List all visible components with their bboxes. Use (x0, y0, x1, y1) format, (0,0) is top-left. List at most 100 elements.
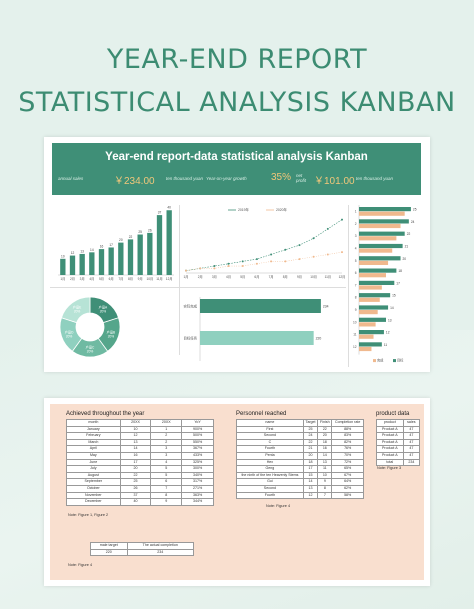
bar-value-label: 14 (390, 306, 394, 310)
x-tick-label: 8月 (128, 277, 133, 281)
bar-value-label: 11 (384, 343, 388, 347)
y-tick-label: 8 (355, 296, 357, 300)
column-header: sales (402, 419, 421, 427)
personnel-hbar-chart: 251242223214205186177158149131012111112完… (353, 205, 417, 363)
table-cell: September (66, 478, 121, 486)
table-row: Hex 18 13 72% (236, 458, 364, 467)
table-cell: 9 (150, 498, 183, 506)
table-cell: 433% (181, 451, 214, 460)
page-title-line2: STATISTICAL ANALYSIS KANBAN (18, 87, 456, 118)
personnel-note: Note: Figure 4 (266, 504, 291, 508)
table-row: the ninth of the ten Heavenly Stems 15 10 6… (236, 471, 364, 480)
table-cell: Product A (376, 438, 404, 447)
table-cell: 3 (150, 451, 183, 460)
bar-value-label: 25 (138, 230, 142, 234)
table-row: March 13 2 550% (66, 438, 214, 447)
bar-value-label: 21 (405, 245, 409, 249)
bar-finish (359, 310, 378, 315)
bar-value-label: 16 (100, 245, 104, 249)
y-tick-label: 10 (353, 320, 357, 324)
x-tick-label: 1月 (184, 275, 189, 279)
x-tick-label: 10月 (310, 275, 317, 279)
y-tick-label: 5 (355, 259, 357, 263)
bar (60, 258, 66, 275)
bar-finish (359, 297, 380, 302)
data-point (270, 260, 273, 263)
column-header: 20XX (119, 419, 152, 427)
table-cell: 37 (119, 491, 152, 500)
table-cell: February (66, 432, 121, 440)
table-row: Product A 47 (376, 451, 421, 460)
bar-value-label: 12 (386, 331, 390, 335)
table-cell: 367% (181, 445, 214, 453)
table-cell: 22 (302, 438, 319, 447)
profit-value: ￥101.00 (314, 176, 355, 187)
data-point (326, 253, 329, 256)
bar (200, 331, 314, 345)
data-point (326, 227, 329, 230)
bar-value-label: 24 (411, 220, 415, 224)
slice-percent: 20% (108, 334, 115, 338)
table-cell: 13 (302, 484, 319, 493)
x-tick-label: 7月 (118, 277, 123, 281)
table-cell: 25 (302, 425, 319, 434)
table-cell: 18 (317, 438, 333, 447)
y-tick-label: 11 (353, 333, 357, 337)
data-point (241, 265, 244, 268)
data-point (341, 218, 343, 221)
y-tick-label: 7 (355, 283, 357, 287)
table-cell: 7 (150, 484, 183, 493)
table-row: Gui 14 9 64% (236, 478, 364, 486)
x-tick-label: 7月 (269, 275, 274, 279)
personnel-table: name Target Finish Completion rate First… (236, 419, 364, 500)
table-cell: total (376, 458, 404, 467)
table-row: June 17 4 325% (66, 458, 214, 467)
table-cell: 8 (150, 491, 183, 500)
table-row: May 16 3 433% (66, 451, 214, 460)
product-table: product sales Product A 47 Product A 47 Prod… (376, 419, 421, 467)
table-cell: 15 (302, 471, 319, 480)
table-cell: 3 (150, 445, 183, 453)
table-cell: 4 (150, 458, 183, 467)
table-row: December 40 9 344% (66, 498, 214, 506)
table-cell: 234 (402, 458, 421, 467)
bar-value-label: 234 (323, 305, 329, 309)
data-point (312, 237, 315, 240)
donut-slice (60, 296, 91, 324)
data-point (284, 248, 287, 251)
kpi-banner: Year-end report-data statistical analysi… (52, 143, 421, 195)
bar-value-label: 40 (167, 206, 171, 210)
table-cell: March (66, 438, 121, 447)
data-point (227, 265, 230, 268)
table-row: Product A 47 (376, 432, 421, 440)
table-cell: 17 (302, 465, 319, 473)
table-cell: 47 (402, 451, 421, 460)
achieved-table: month 20XX 20XX YoY January 10 1 900% Februa… (66, 419, 214, 506)
data-point (298, 258, 301, 261)
table-cell: 363% (181, 491, 214, 500)
column-header: The actual completion (126, 542, 195, 550)
table-cell: the ninth of the ten Heavenly Stems (236, 471, 304, 480)
table-cell: 5 (150, 471, 183, 480)
table-cell: 16 (119, 451, 152, 460)
table-cell: Fourth (236, 491, 304, 500)
x-tick-label: 8月 (283, 275, 288, 279)
table-cell: 70% (331, 451, 364, 460)
column-header: Finish (317, 419, 333, 427)
table-cell: 550% (181, 438, 214, 447)
bar (137, 234, 143, 275)
table-cell: 12 (302, 491, 319, 500)
table-cell: April (66, 445, 121, 453)
unit-label-2: ten thousand yuan (356, 176, 394, 181)
bar-value-label: 25 (413, 208, 417, 212)
table-row: July 20 5 300% (66, 465, 214, 473)
x-tick-label: 12月 (166, 277, 173, 281)
table-cell: 20 (317, 432, 333, 440)
x-tick-label: 9月 (297, 275, 302, 279)
target-table: male target The actual completion 220 23… (90, 542, 195, 557)
table-cell: 20 (119, 465, 152, 473)
achieved-title: Achieved throughout the year (66, 411, 145, 417)
table-row: October 26 7 271% (66, 484, 214, 493)
bar (69, 255, 76, 275)
table-row: First 25 22 88% (236, 425, 364, 434)
